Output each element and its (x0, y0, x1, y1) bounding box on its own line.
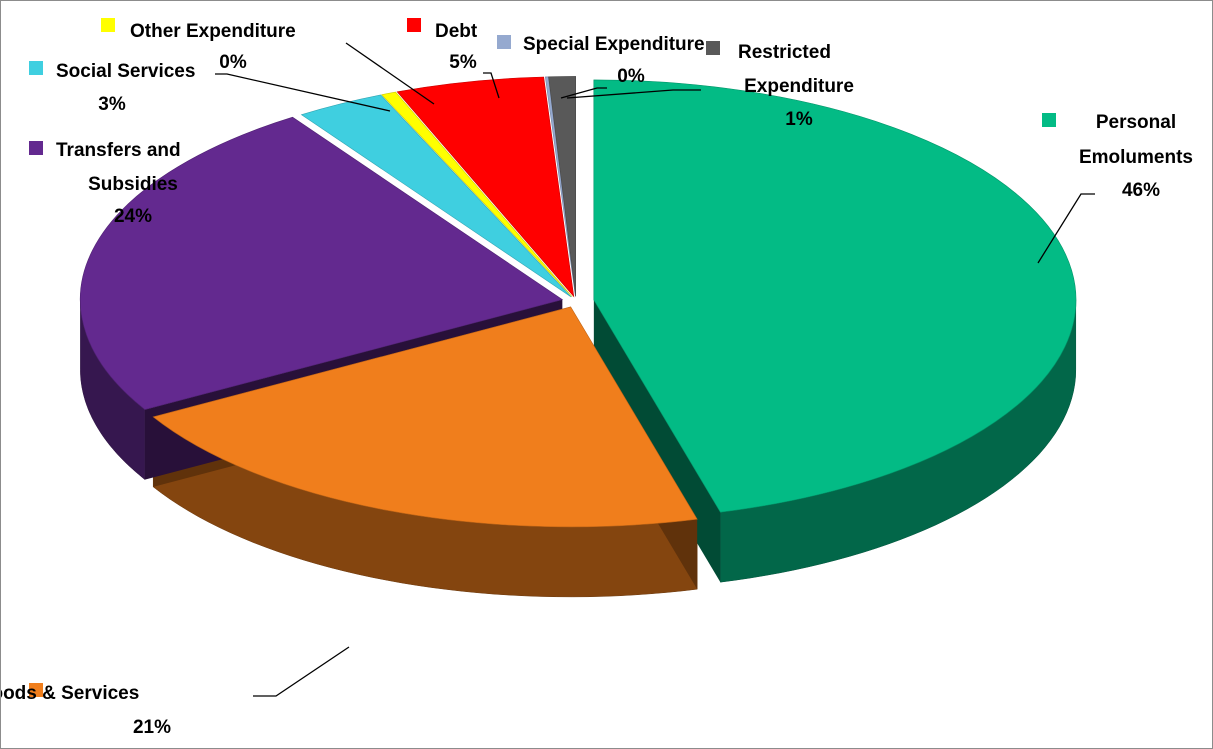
slice-percent-other-expenditure: 0% (219, 52, 247, 73)
legend-swatch-special-expenditure (497, 35, 511, 49)
slice-percent-goods-and-services: 21% (133, 717, 171, 738)
pie-slice-social-services (300, 94, 572, 298)
pie-slice-goods-and-services (152, 306, 698, 528)
legend-swatch-restricted-expenditure (706, 41, 720, 55)
legend-swatch-personal-emoluments (1042, 113, 1056, 127)
slice-percent-restricted-expenditure: 1% (785, 109, 813, 130)
leader-line-personal-emoluments (1037, 193, 1095, 264)
slice-label-special-expenditure: Special Expenditure (523, 34, 705, 55)
legend-swatch-transfers-and-subsidies (29, 141, 43, 155)
slice-percent-special-expenditure: 0% (617, 66, 645, 87)
slice-percent-debt: 5% (449, 52, 477, 73)
leader-line-special-expenditure (560, 87, 607, 99)
slice-label-transfers-and-subsidies-line1: Transfers and (56, 140, 181, 161)
pie-slice-personal-emoluments (593, 79, 1077, 513)
leader-line-debt (483, 72, 500, 99)
slice-percent-social-services: 3% (98, 94, 126, 115)
slice-label-social-services: Social Services (56, 61, 195, 82)
leader-line-restricted-expenditure (566, 89, 701, 99)
pie-slice-transfers-and-subsidies (79, 116, 564, 410)
pie-slice-debt (396, 76, 575, 298)
leader-line-other-expenditure (345, 42, 435, 105)
slice-label-debt: Debt (435, 21, 478, 42)
slice-percent-transfers-and-subsidies: 24% (114, 206, 152, 227)
slice-label-goods-and-services: Goods & Services (1, 683, 139, 704)
slice-label-restricted-expenditure-line2: Expenditure (744, 76, 854, 97)
legend-swatch-social-services (29, 61, 43, 75)
slice-label-personal-emoluments-line2: Emoluments (1079, 147, 1193, 168)
slice-label-other-expenditure: Other Expenditure (130, 21, 296, 42)
slice-percent-personal-emoluments: 46% (1122, 180, 1160, 201)
slice-label-restricted-expenditure-line1: Restricted (738, 42, 831, 63)
legend-swatch-goods-and-services (29, 683, 43, 697)
pie-slice-restricted-expenditure (548, 76, 576, 297)
legend-swatch-other-expenditure (101, 18, 115, 32)
legend-swatch-debt (407, 18, 421, 32)
leader-line-goods-and-services (253, 646, 350, 697)
pie-slice-other-expenditure (381, 91, 573, 298)
slice-label-personal-emoluments-line1: Personal (1096, 112, 1176, 133)
leader-line-social-services (215, 73, 391, 112)
slice-label-transfers-and-subsidies-line2: Subsidies (88, 174, 178, 195)
